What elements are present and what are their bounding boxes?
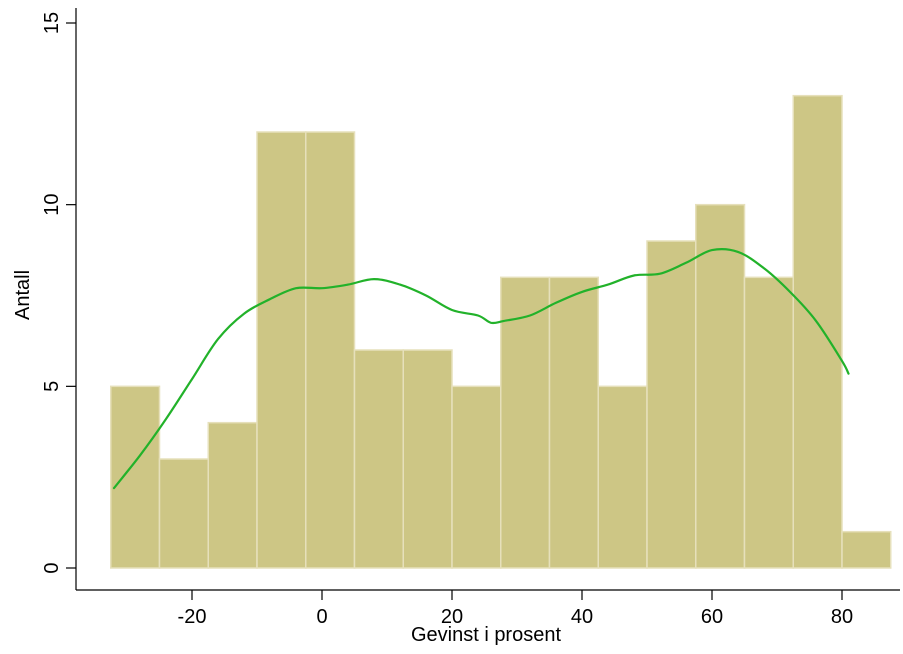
x-tick-label: 0	[316, 606, 327, 628]
histogram-bar	[402, 349, 453, 569]
histogram-bar	[207, 421, 258, 569]
histogram-bar	[305, 131, 356, 569]
histogram-bar	[451, 385, 502, 569]
histogram-bar	[548, 276, 599, 569]
y-axis: 0 5 10 15	[41, 8, 77, 590]
histogram-bar	[353, 349, 404, 569]
histogram-bar	[597, 385, 648, 569]
histogram-bar	[158, 458, 209, 569]
y-tick-label: 5	[41, 381, 63, 392]
x-axis: -20 0 20 40 60 80	[76, 589, 900, 628]
y-tick-label: 0	[41, 562, 63, 573]
histogram-bar	[646, 240, 697, 569]
histogram-bar	[792, 94, 843, 569]
y-tick-label: 15	[41, 12, 63, 34]
x-ticks: -20 0 20 40 60 80	[178, 590, 853, 628]
histogram-bar	[841, 530, 892, 569]
histogram-bar	[743, 276, 794, 569]
histogram-bar	[110, 385, 161, 569]
x-tick-label: 60	[701, 606, 723, 628]
x-tick-label: 20	[441, 606, 463, 628]
histogram-bar	[500, 276, 551, 569]
density-curve	[112, 247, 850, 490]
x-tick-label: 80	[831, 606, 853, 628]
x-axis-title: Gevinst i prosent	[411, 624, 562, 646]
y-tick-label: 10	[41, 194, 63, 216]
histogram-bar	[695, 203, 746, 569]
x-tick-label: 40	[571, 606, 593, 628]
y-axis-title: Antall	[12, 270, 34, 320]
bars	[110, 94, 892, 569]
histogram-bar	[256, 131, 307, 569]
x-tick-label: -20	[178, 606, 207, 628]
y-ticks: 0 5 10 15	[41, 12, 76, 574]
